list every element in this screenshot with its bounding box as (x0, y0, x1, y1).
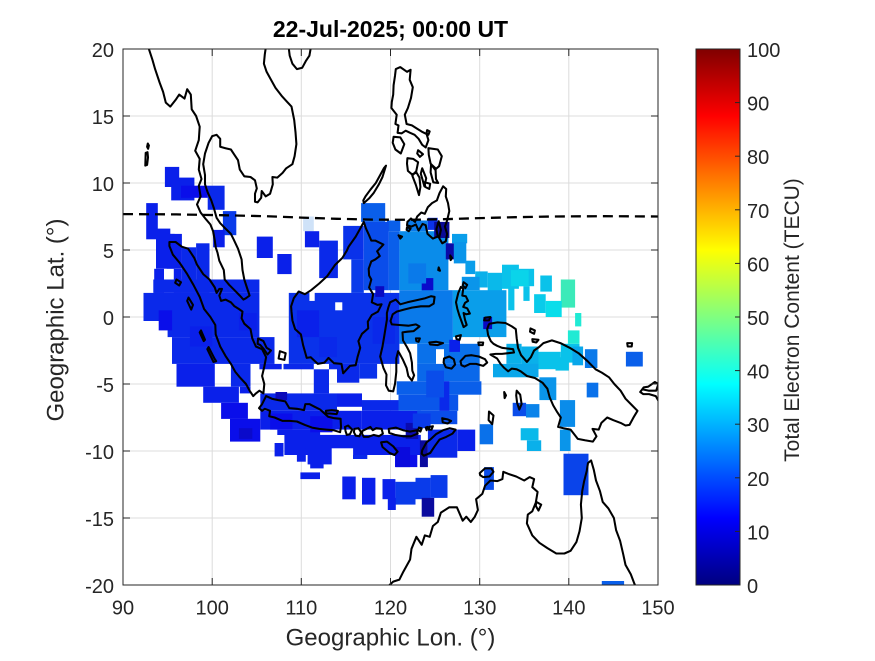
svg-text:0: 0 (103, 308, 114, 330)
svg-text:70: 70 (747, 201, 769, 223)
svg-text:100: 100 (196, 598, 229, 620)
svg-text:Geographic Lat. (°): Geographic Lat. (°) (43, 218, 70, 421)
svg-text:-20: -20 (85, 576, 114, 598)
svg-text:150: 150 (641, 598, 674, 620)
svg-text:120: 120 (374, 598, 407, 620)
svg-text:30: 30 (747, 415, 769, 437)
svg-text:0: 0 (747, 576, 758, 598)
svg-text:10: 10 (92, 174, 114, 196)
svg-text:130: 130 (463, 598, 496, 620)
svg-text:20: 20 (747, 469, 769, 491)
svg-text:40: 40 (747, 362, 769, 384)
svg-text:15: 15 (92, 107, 114, 129)
svg-text:Geographic Lon. (°): Geographic Lon. (°) (286, 625, 496, 652)
svg-text:-15: -15 (85, 509, 114, 531)
svg-text:100: 100 (747, 40, 780, 62)
svg-text:22-Jul-2025; 00:00 UT: 22-Jul-2025; 00:00 UT (273, 16, 508, 42)
svg-text:-5: -5 (96, 375, 114, 397)
svg-text:20: 20 (92, 40, 114, 62)
svg-text:5: 5 (103, 241, 114, 263)
svg-text:140: 140 (552, 598, 585, 620)
svg-text:50: 50 (747, 308, 769, 330)
svg-text:80: 80 (747, 147, 769, 169)
svg-text:90: 90 (747, 94, 769, 116)
svg-text:-10: -10 (85, 442, 114, 464)
svg-text:10: 10 (747, 522, 769, 544)
svg-text:90: 90 (112, 598, 134, 620)
svg-text:60: 60 (747, 254, 769, 276)
svg-text:Total Electron Content (TECU): Total Electron Content (TECU) (781, 178, 804, 462)
svg-text:110: 110 (285, 598, 317, 620)
